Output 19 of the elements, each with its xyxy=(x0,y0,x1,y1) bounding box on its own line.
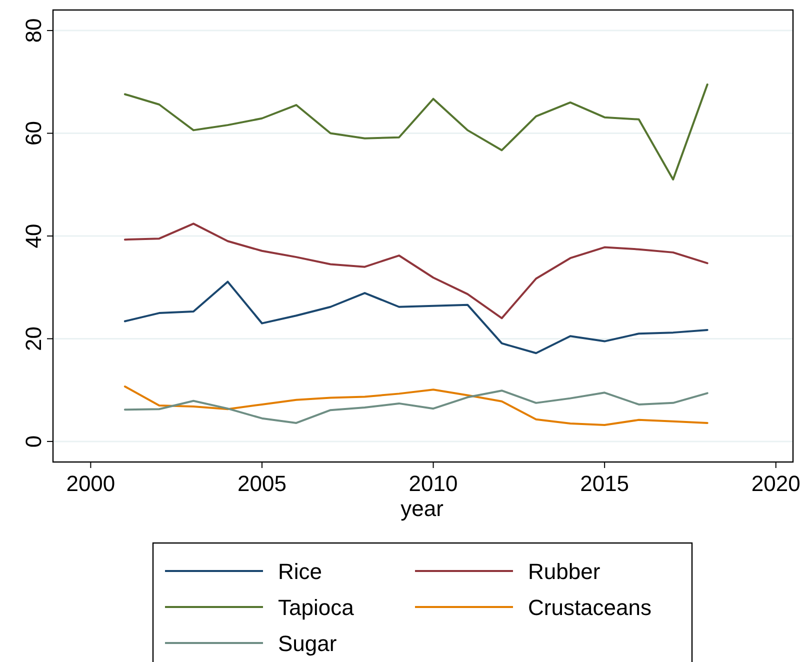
y-tick-label: 0 xyxy=(21,435,46,448)
legend-label: Rice xyxy=(278,559,322,584)
x-axis-title: year xyxy=(400,496,444,521)
x-tick-label: 2005 xyxy=(238,471,286,496)
line-series xyxy=(124,280,708,354)
y-tick-label: 40 xyxy=(21,224,46,248)
x-tick-label: 2010 xyxy=(408,471,458,496)
line-series xyxy=(124,222,708,320)
line-series xyxy=(124,83,708,180)
x-tick-label: 2015 xyxy=(580,471,630,496)
x-tick-label: 2020 xyxy=(751,471,800,496)
legend-label: Rubber xyxy=(528,559,600,584)
y-tick-label: 20 xyxy=(21,326,46,351)
y-tick-label: 60 xyxy=(21,121,46,146)
x-tick-label: 2000 xyxy=(66,471,116,496)
legend-label: Sugar xyxy=(278,631,337,656)
legend-label: Tapioca xyxy=(278,595,355,620)
legend-label: Crustaceans xyxy=(528,595,652,620)
y-tick-label: 80 xyxy=(21,18,46,43)
